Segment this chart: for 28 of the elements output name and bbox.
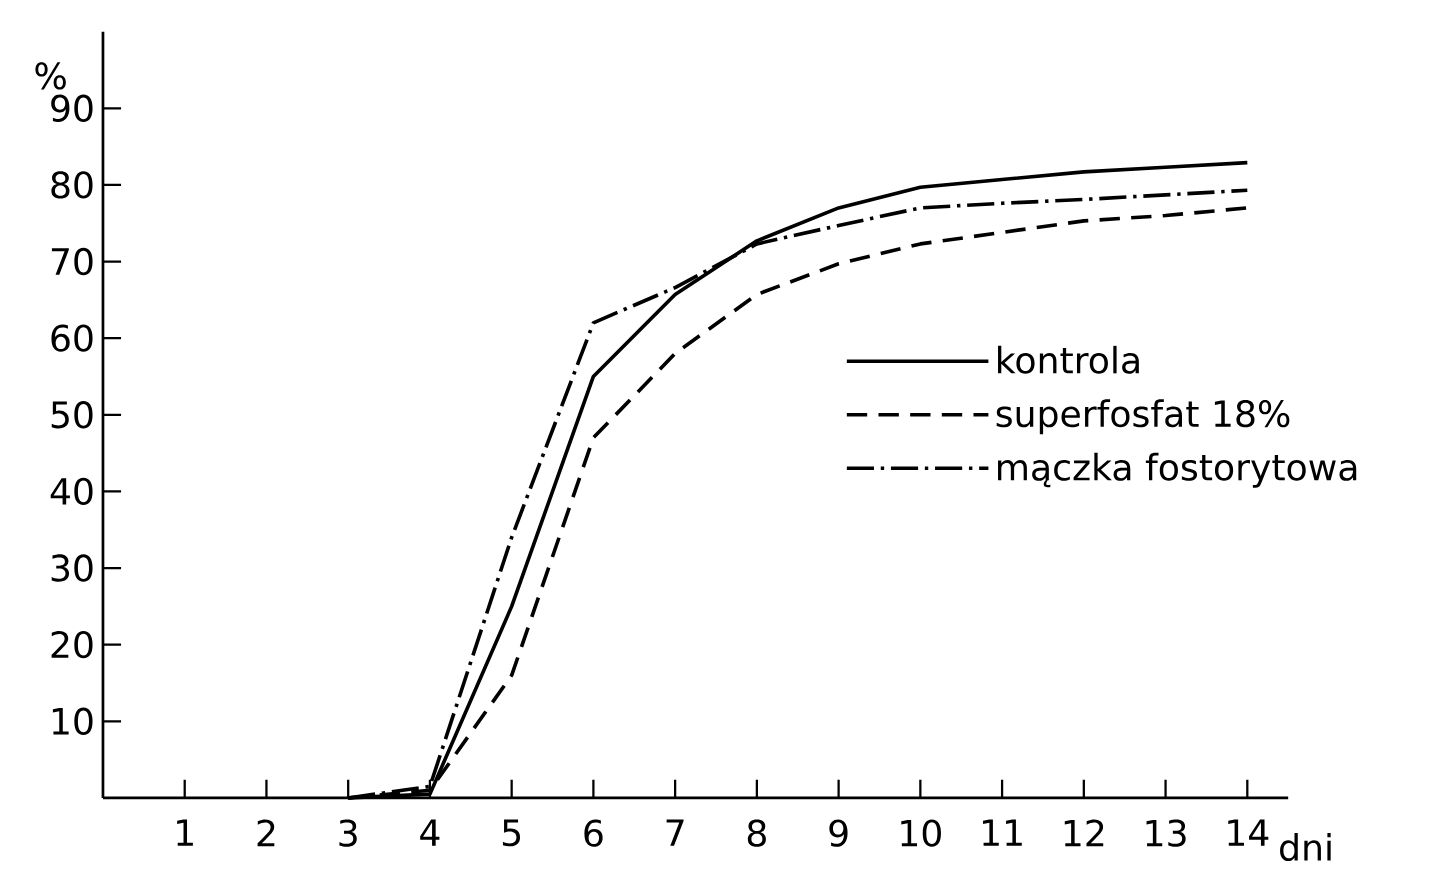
y-axis-title: % — [35, 62, 66, 90]
x-tick-label: 6 — [584, 819, 603, 847]
x-tick-label: 5 — [502, 819, 521, 847]
x-tick-label: 3 — [339, 819, 357, 847]
x-tick-label: 9 — [829, 819, 848, 847]
x-tick-label: 2 — [257, 819, 275, 847]
x-tick-label: 14 — [1228, 819, 1269, 846]
y-tick-label: 70 — [51, 247, 93, 275]
x-axis-title: dni — [1280, 832, 1331, 861]
x-tick-label: 10 — [901, 819, 941, 847]
y-tick-label: 40 — [50, 477, 93, 505]
y-tick-label: 10 — [52, 707, 93, 735]
x-tick-label: 4 — [420, 819, 440, 846]
legend-label: mączka fostorytowa — [998, 452, 1357, 488]
legend-label: superfosfat 18% — [996, 399, 1290, 435]
x-tick-label: 1 — [177, 819, 193, 846]
legend-label: kontrola — [998, 345, 1139, 374]
x-tick-label: 13 — [1146, 819, 1186, 847]
x-tick-label: 8 — [747, 819, 766, 847]
y-tick-label: 50 — [51, 400, 93, 429]
y-tick-label: 80 — [51, 170, 93, 199]
x-tick-label: 11 — [983, 819, 1022, 846]
y-tick-label: 90 — [51, 94, 93, 122]
y-tick-label: 30 — [51, 554, 93, 582]
y-tick-label: 20 — [51, 630, 93, 659]
x-tick-label: 12 — [1064, 819, 1104, 847]
y-tick-label: 60 — [51, 324, 93, 352]
x-tick-label: 7 — [666, 819, 684, 846]
